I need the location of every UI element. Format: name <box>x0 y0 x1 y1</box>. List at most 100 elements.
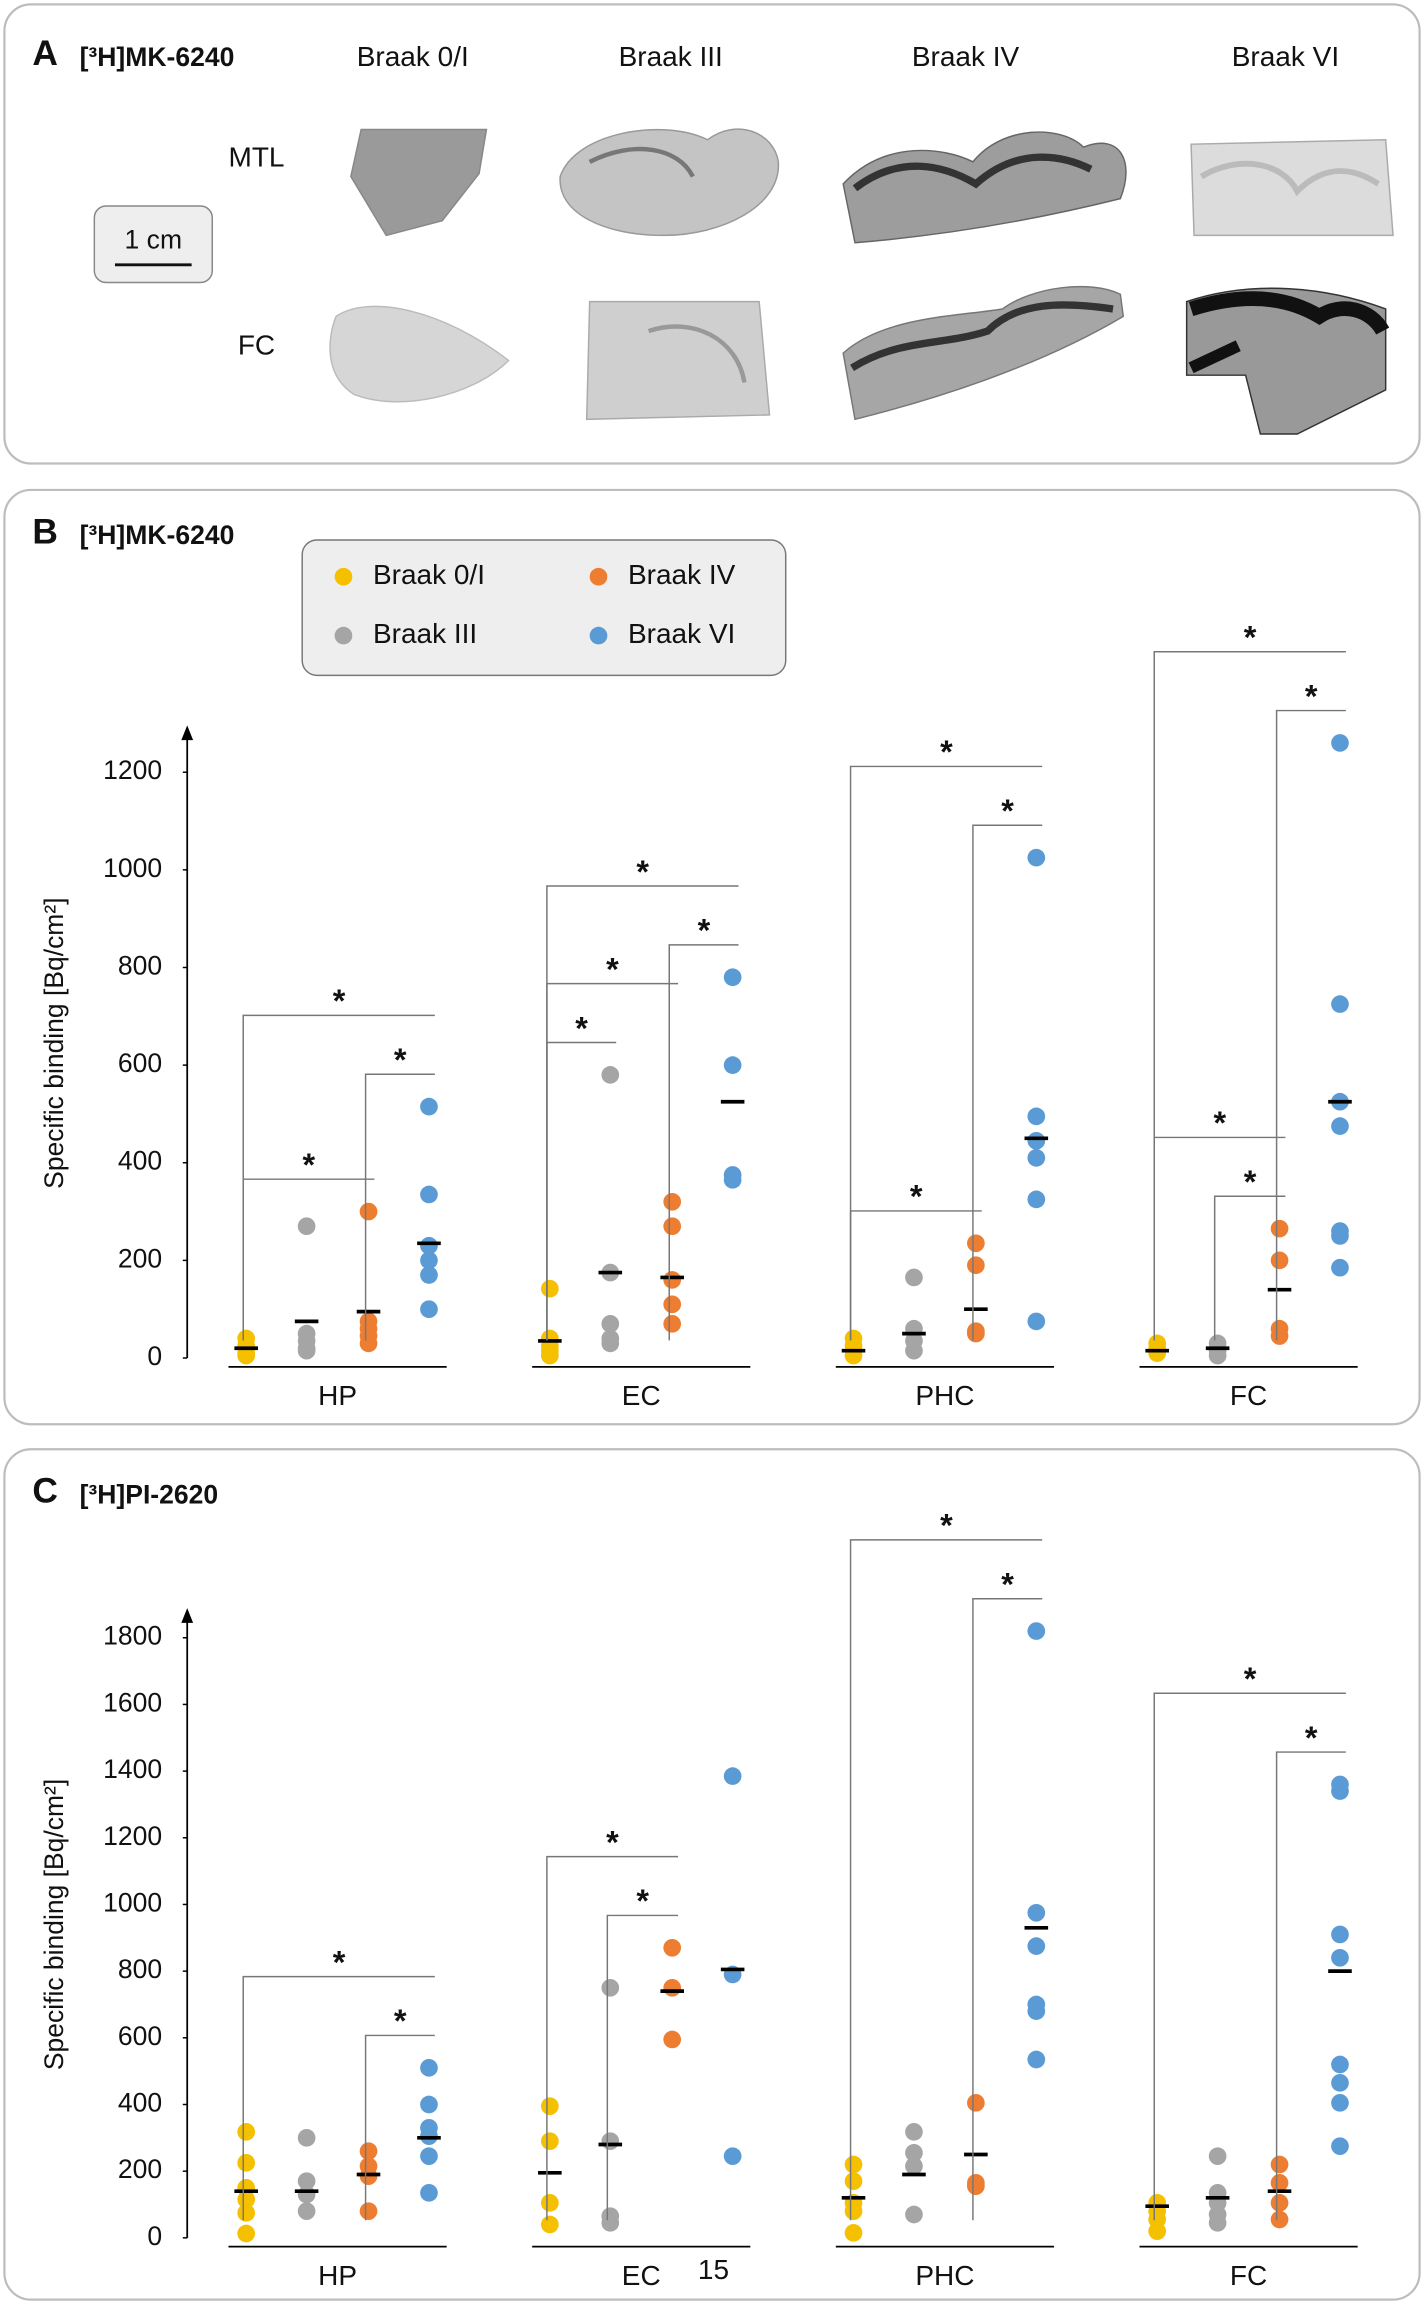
significance-label: * <box>1001 793 1014 829</box>
significance-label: * <box>333 983 346 1019</box>
data-point <box>1208 2147 1227 2165</box>
significance-bracket <box>606 1914 679 2221</box>
data-point <box>967 1324 985 1343</box>
data-point <box>359 2202 378 2221</box>
data-point <box>905 2123 923 2141</box>
data-point <box>420 2147 438 2165</box>
x-tick-label: HP <box>318 1380 357 1411</box>
legend-label: Braak III <box>373 618 477 649</box>
data-point <box>601 1066 620 1084</box>
significance-label: * <box>698 913 711 949</box>
data-point <box>1027 1131 1046 1150</box>
data-point <box>663 1192 682 1211</box>
data-point <box>1331 995 1349 1013</box>
data-point <box>1027 1622 1046 1640</box>
data-point <box>420 1251 438 1270</box>
data-point <box>420 1185 438 1204</box>
y-tick-label: 1200 <box>103 1821 162 1851</box>
data-point <box>359 1334 378 1353</box>
y-axis-label: Specific binding [Bq/cm²] <box>39 1779 69 2070</box>
data-point <box>905 1268 923 1287</box>
data-point <box>1331 1117 1349 1135</box>
data-point <box>359 1202 378 1221</box>
data-point <box>905 2157 923 2175</box>
column-header: Braak IV <box>912 41 1020 72</box>
data-point <box>905 1341 923 1360</box>
x-tick-label: HP <box>318 2260 357 2291</box>
data-point <box>723 1171 742 1189</box>
x-tick-label: EC <box>622 2260 661 2291</box>
data-point <box>1027 2002 1046 2020</box>
significance-bracket <box>668 944 739 1341</box>
page-number: 15 <box>698 2254 729 2285</box>
y-tick-label: 200 <box>118 1243 162 1273</box>
data-point <box>420 1300 438 1319</box>
data-point <box>1331 2055 1349 2074</box>
significance-label: * <box>1305 1720 1318 1756</box>
significance-label: * <box>575 1010 588 1046</box>
data-point <box>1148 1344 1167 1362</box>
y-tick-label: 0 <box>147 1341 162 1371</box>
significance-label: * <box>910 1179 923 1215</box>
legend-label: Braak 0/I <box>373 559 485 590</box>
data-point <box>297 1217 316 1236</box>
autoradiographs <box>329 128 1394 435</box>
data-point <box>420 2095 438 2114</box>
significance-label: * <box>303 1147 316 1183</box>
data-point <box>1331 734 1349 752</box>
significance-bracket <box>242 1014 435 1341</box>
legend-label: Braak VI <box>628 618 735 649</box>
y-tick-label: 1000 <box>103 1887 162 1917</box>
data-point <box>1148 2222 1167 2241</box>
data-point <box>905 2205 923 2224</box>
data-point <box>1331 2073 1349 2092</box>
y-tick-label: 1200 <box>103 755 162 785</box>
data-point <box>1270 1251 1289 1270</box>
data-point <box>844 2224 863 2242</box>
significance-bracket <box>1153 650 1346 1341</box>
data-point <box>1027 1190 1046 1209</box>
data-point <box>1331 1925 1349 1944</box>
panel-title: [³H]MK-6240 <box>80 520 235 550</box>
data-point <box>1331 1227 1349 1245</box>
legend-marker <box>334 626 353 645</box>
data-point <box>420 1097 438 1116</box>
significance-label: * <box>606 951 619 987</box>
data-point <box>1331 2137 1349 2155</box>
significance-label: * <box>1305 678 1318 714</box>
data-point <box>1270 2194 1289 2212</box>
data-point <box>663 1271 682 1289</box>
significance-label: * <box>333 1944 346 1980</box>
significance-bracket <box>972 1597 1043 2221</box>
significance-label: * <box>1244 620 1257 656</box>
significance-bracket <box>364 2034 435 2221</box>
panel-letter: A <box>32 34 58 73</box>
legend-marker <box>589 626 608 645</box>
row-label: FC <box>238 330 275 361</box>
column-header: Braak VI <box>1232 41 1339 72</box>
y-tick-label: 1400 <box>103 1754 162 1784</box>
data-point <box>1027 848 1046 867</box>
data-point <box>663 2030 682 2049</box>
y-axis-arrow <box>181 725 194 741</box>
significance-bracket <box>849 765 1043 1341</box>
data-point <box>1027 1903 1046 1922</box>
significance-label: * <box>940 1508 953 1544</box>
data-point <box>601 1334 620 1353</box>
panel-title: [³H]MK-6240 <box>80 42 235 72</box>
data-point <box>1027 1149 1046 1167</box>
data-point <box>967 1234 985 1253</box>
significance-bracket <box>1275 709 1346 1341</box>
significance-bracket <box>546 1855 679 2221</box>
x-tick-label: EC <box>622 1380 661 1411</box>
data-point <box>967 2093 985 2112</box>
y-tick-label: 1000 <box>103 853 162 883</box>
y-axis-label: Specific binding [Bq/cm²] <box>39 897 69 1188</box>
y-tick-label: 800 <box>118 951 162 981</box>
data-point <box>541 1279 559 1298</box>
data-point <box>297 2129 316 2147</box>
data-point <box>723 2147 742 2165</box>
y-tick-label: 0 <box>147 2221 162 2251</box>
data-point <box>1027 1312 1046 1331</box>
